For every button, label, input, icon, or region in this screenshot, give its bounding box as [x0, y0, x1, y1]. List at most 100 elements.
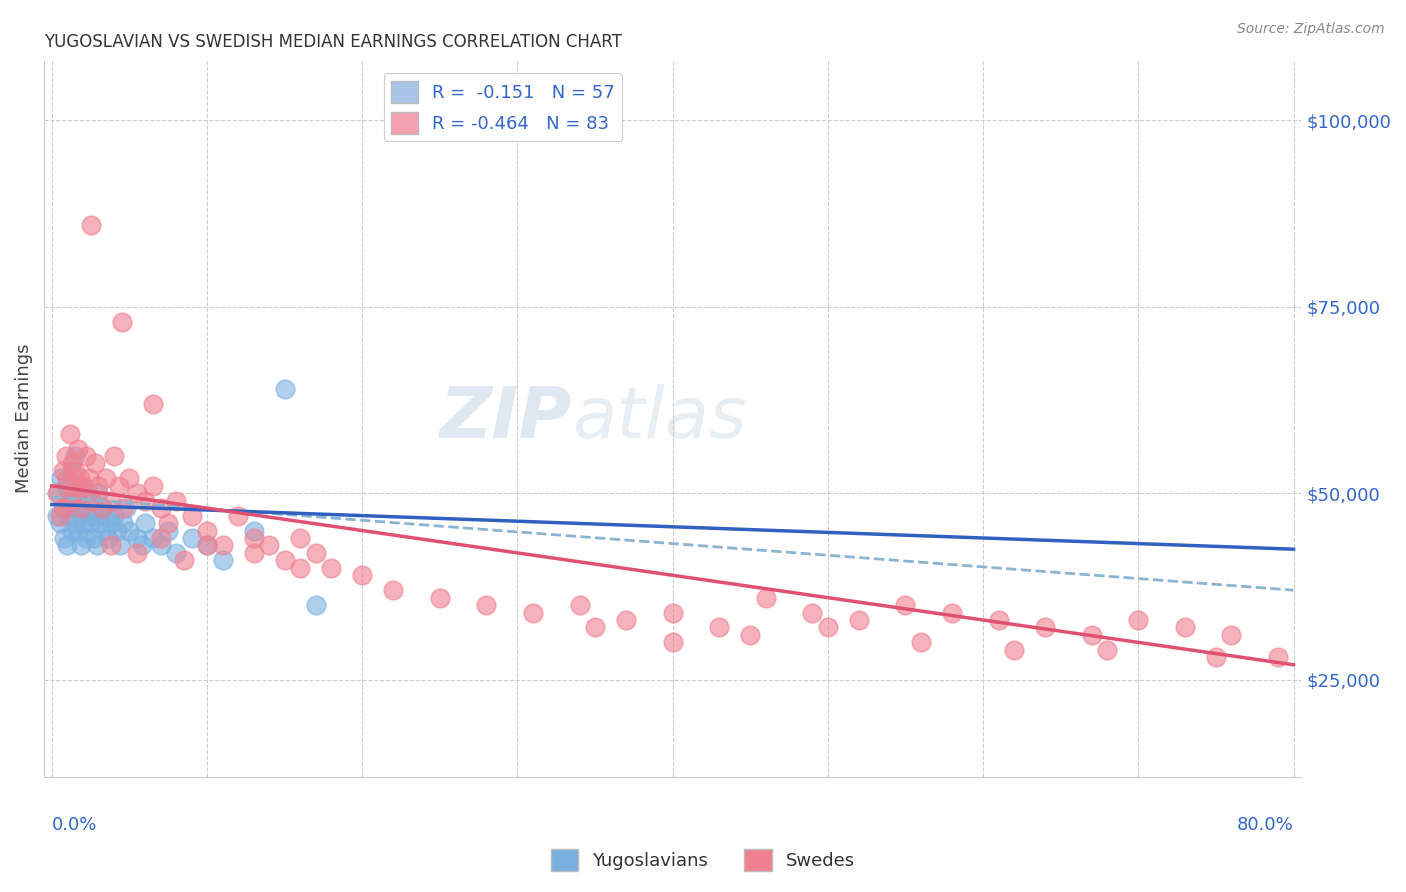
Text: ZIP: ZIP [440, 384, 572, 453]
Point [59, 486, 82, 500]
Point [180, 531, 202, 545]
Point [112, 516, 135, 530]
Point [211, 538, 233, 552]
Point [86, 538, 108, 552]
Point [66, 486, 89, 500]
Point [75, 531, 97, 545]
Point [382, 583, 405, 598]
Point [112, 501, 135, 516]
Point [755, 591, 778, 605]
Text: 80.0%: 80.0% [1237, 816, 1294, 834]
Point [1080, 628, 1102, 642]
Point [475, 598, 498, 612]
Legend: R =  -0.151   N = 57, R = -0.464   N = 83: R = -0.151 N = 57, R = -0.464 N = 83 [384, 73, 623, 141]
Point [305, 598, 328, 612]
Point [910, 635, 932, 649]
Point [82, 493, 104, 508]
Point [352, 568, 374, 582]
Point [69, 471, 91, 485]
Point [96, 471, 118, 485]
Point [53, 501, 76, 516]
Point [801, 606, 824, 620]
Point [195, 538, 218, 552]
Point [429, 591, 451, 605]
Point [60, 524, 83, 538]
Point [72, 516, 94, 530]
Point [56, 471, 79, 485]
Point [105, 524, 128, 538]
Point [118, 524, 141, 538]
Point [118, 471, 141, 485]
Point [48, 516, 70, 530]
Point [614, 613, 637, 627]
Point [58, 508, 80, 523]
Point [45, 486, 67, 500]
Point [149, 538, 172, 552]
Point [848, 613, 870, 627]
Point [67, 442, 90, 456]
Point [63, 449, 86, 463]
Point [84, 457, 107, 471]
Text: YUGOSLAVIAN VS SWEDISH MEDIAN EARNINGS CORRELATION CHART: YUGOSLAVIAN VS SWEDISH MEDIAN EARNINGS C… [44, 33, 621, 51]
Point [242, 524, 264, 538]
Point [93, 524, 115, 538]
Point [111, 315, 134, 329]
Point [90, 501, 112, 516]
Point [1205, 650, 1227, 665]
Point [83, 531, 105, 545]
Point [242, 531, 264, 545]
Point [107, 479, 129, 493]
Point [1267, 650, 1289, 665]
Point [115, 501, 138, 516]
Point [149, 531, 172, 545]
Point [157, 516, 180, 530]
Point [103, 449, 125, 463]
Point [134, 516, 156, 530]
Point [661, 606, 683, 620]
Point [195, 524, 218, 538]
Point [127, 546, 149, 560]
Point [84, 508, 107, 523]
Point [77, 471, 100, 485]
Point [53, 531, 76, 545]
Point [195, 538, 218, 552]
Point [941, 606, 963, 620]
Point [173, 553, 195, 567]
Text: atlas: atlas [572, 384, 747, 453]
Point [63, 516, 86, 530]
Point [79, 218, 101, 232]
Point [73, 501, 96, 516]
Text: Source: ZipAtlas.com: Source: ZipAtlas.com [1237, 22, 1385, 37]
Point [290, 561, 312, 575]
Point [52, 501, 75, 516]
Point [149, 501, 172, 516]
Point [568, 598, 591, 612]
Point [1220, 628, 1243, 642]
Point [96, 508, 118, 523]
Point [56, 493, 79, 508]
Point [987, 613, 1010, 627]
Point [87, 479, 110, 493]
Point [131, 538, 153, 552]
Point [77, 508, 100, 523]
Point [180, 508, 202, 523]
Point [1128, 613, 1150, 627]
Point [226, 508, 249, 523]
Point [321, 561, 343, 575]
Point [67, 524, 90, 538]
Point [142, 531, 165, 545]
Point [165, 493, 187, 508]
Point [55, 449, 77, 463]
Text: 0.0%: 0.0% [52, 816, 97, 834]
Point [63, 464, 86, 478]
Point [1002, 643, 1025, 657]
Point [290, 531, 312, 545]
Y-axis label: Median Earnings: Median Earnings [15, 344, 32, 493]
Point [817, 620, 839, 634]
Point [242, 546, 264, 560]
Point [157, 524, 180, 538]
Point [100, 516, 122, 530]
Point [82, 493, 104, 508]
Point [46, 486, 69, 500]
Point [70, 479, 93, 493]
